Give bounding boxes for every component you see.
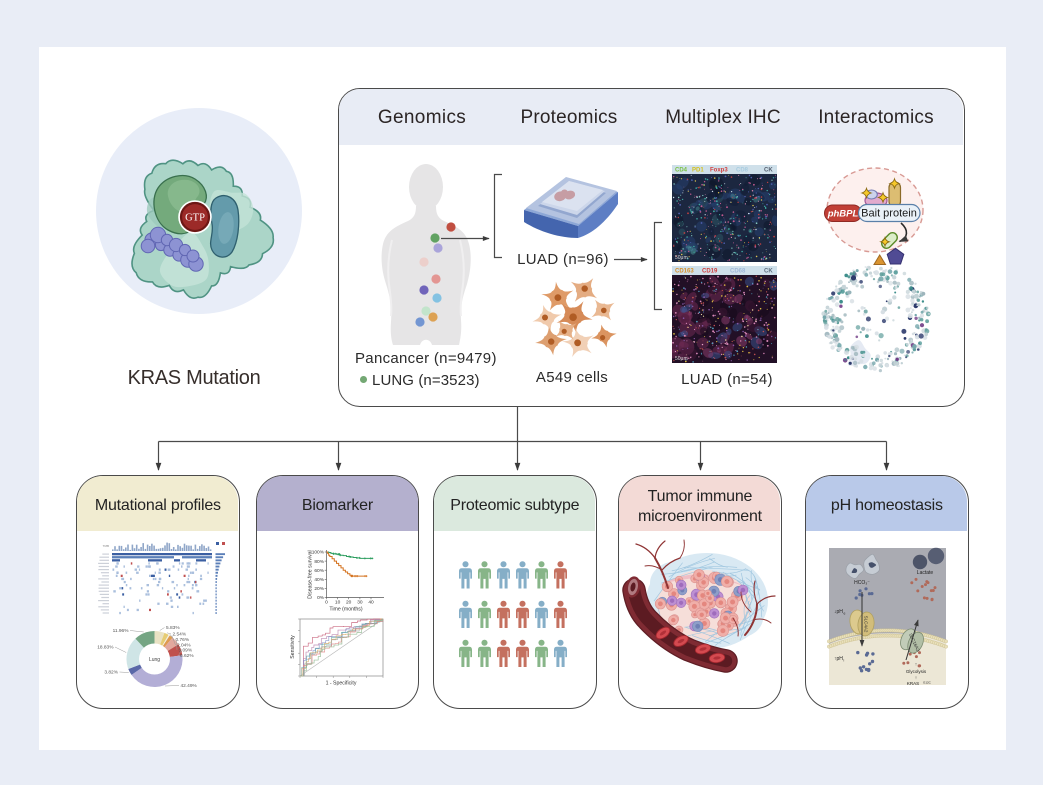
svg-text:1 - Specificity: 1 - Specificity: [326, 681, 357, 687]
svg-text:0: 0: [325, 600, 328, 606]
svg-text:GTP: GTP: [185, 213, 205, 224]
svg-text:KRAS: KRAS: [907, 681, 919, 686]
svg-text:10: 10: [335, 600, 341, 606]
svg-text:80%: 80%: [314, 559, 324, 565]
svg-text:20%: 20%: [314, 586, 324, 592]
svg-text:Disease-free survival: Disease-free survival: [308, 550, 314, 598]
svg-text:i: i: [844, 659, 845, 663]
svg-text:CK: CK: [764, 269, 773, 275]
svg-text:↑: ↑: [915, 675, 917, 680]
svg-text:Lung: Lung: [149, 657, 160, 663]
svg-text:↑pH: ↑pH: [834, 656, 843, 662]
svg-text:SLC4A2: SLC4A2: [864, 616, 869, 633]
svg-text:Time (months): Time (months): [329, 607, 363, 613]
svg-text:e: e: [844, 612, 846, 616]
svg-text:Sensitivity: Sensitivity: [290, 635, 296, 659]
svg-text:G12C: G12C: [923, 681, 932, 685]
svg-text:11.96%: 11.96%: [113, 628, 130, 634]
svg-text:5.09%: 5.09%: [179, 648, 193, 654]
svg-text:LUAD (n=54): LUAD (n=54): [681, 371, 773, 388]
svg-text:CD163: CD163: [675, 269, 694, 275]
svg-text:2.54%: 2.54%: [173, 632, 187, 638]
svg-text:40: 40: [368, 600, 374, 606]
svg-text:↑: ↑: [915, 662, 917, 667]
svg-text:TMB: TMB: [103, 544, 109, 548]
svg-text:CD19: CD19: [702, 269, 718, 275]
svg-text:3.82%: 3.82%: [104, 670, 118, 676]
svg-text:HCO₃⁻: HCO₃⁻: [854, 580, 870, 586]
svg-text:2.04%: 2.04%: [177, 643, 191, 649]
svg-text:30: 30: [357, 600, 363, 606]
svg-text:Bait protein: Bait protein: [861, 208, 917, 220]
svg-text:0.76%: 0.76%: [176, 637, 190, 643]
svg-text:Glycolysis: Glycolysis: [906, 669, 927, 674]
svg-text:CK: CK: [764, 168, 773, 174]
svg-text:CD4: CD4: [675, 168, 688, 174]
svg-text:CD68: CD68: [730, 269, 746, 275]
svg-text:Lactate: Lactate: [917, 570, 934, 576]
svg-text:5.83%: 5.83%: [166, 625, 180, 631]
svg-text:PD1: PD1: [692, 168, 704, 174]
svg-text:50μm: 50μm: [675, 255, 688, 261]
svg-text:A549 cells: A549 cells: [536, 369, 608, 386]
svg-text:CD8: CD8: [736, 168, 749, 174]
svg-text:18.83%: 18.83%: [97, 645, 114, 651]
svg-text:0%: 0%: [317, 595, 325, 601]
svg-text:42.49%: 42.49%: [181, 683, 198, 689]
svg-text:50μm: 50μm: [675, 356, 688, 362]
svg-text:100%: 100%: [312, 550, 325, 556]
svg-text:6.62%: 6.62%: [180, 653, 194, 659]
svg-text:40%: 40%: [314, 577, 324, 583]
svg-text:60%: 60%: [314, 568, 324, 574]
svg-text:LUAD (n=96): LUAD (n=96): [517, 251, 609, 268]
svg-text:Foxp3: Foxp3: [710, 168, 728, 174]
svg-text:20: 20: [346, 600, 352, 606]
svg-text:↓pH: ↓pH: [834, 609, 843, 615]
svg-text:phBPL: phBPL: [827, 209, 859, 220]
